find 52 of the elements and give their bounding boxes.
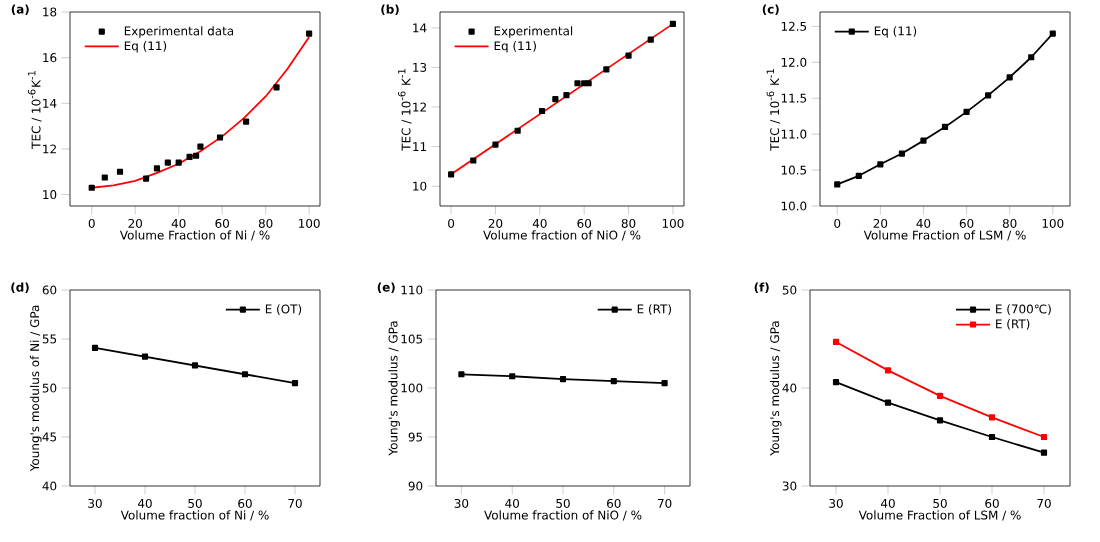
point	[574, 80, 581, 87]
point	[941, 123, 949, 131]
point	[306, 30, 313, 37]
point	[116, 168, 124, 175]
point	[936, 417, 944, 424]
point	[936, 392, 944, 399]
point	[143, 175, 150, 182]
point	[603, 66, 610, 73]
point	[193, 152, 200, 159]
point	[963, 108, 970, 115]
point	[669, 20, 676, 27]
point	[1049, 30, 1056, 37]
point	[241, 371, 249, 378]
point	[1040, 449, 1048, 456]
point	[175, 159, 182, 166]
point	[538, 107, 546, 115]
point	[197, 143, 204, 150]
point	[832, 379, 840, 386]
point	[988, 433, 996, 441]
point	[88, 184, 95, 191]
point	[1040, 433, 1048, 441]
point	[920, 137, 927, 144]
point	[625, 52, 632, 59]
point	[91, 344, 99, 351]
point	[164, 159, 171, 166]
point	[884, 367, 892, 374]
point	[563, 92, 570, 99]
point	[884, 399, 892, 406]
point	[1028, 54, 1035, 61]
point	[832, 338, 840, 346]
point	[514, 127, 521, 134]
point	[186, 153, 193, 161]
point	[1006, 74, 1013, 81]
point	[988, 414, 996, 421]
point	[898, 150, 905, 157]
point	[834, 181, 841, 188]
point	[448, 171, 455, 178]
point	[291, 380, 299, 387]
point	[647, 36, 654, 43]
point	[855, 172, 862, 179]
point	[153, 165, 161, 172]
point	[470, 157, 477, 164]
point	[552, 96, 559, 103]
point	[273, 84, 280, 91]
point	[191, 362, 199, 369]
point	[492, 141, 499, 148]
point	[877, 161, 884, 168]
point	[216, 134, 224, 141]
point	[985, 92, 992, 99]
point	[101, 174, 108, 181]
point	[141, 353, 149, 360]
point	[243, 118, 250, 125]
